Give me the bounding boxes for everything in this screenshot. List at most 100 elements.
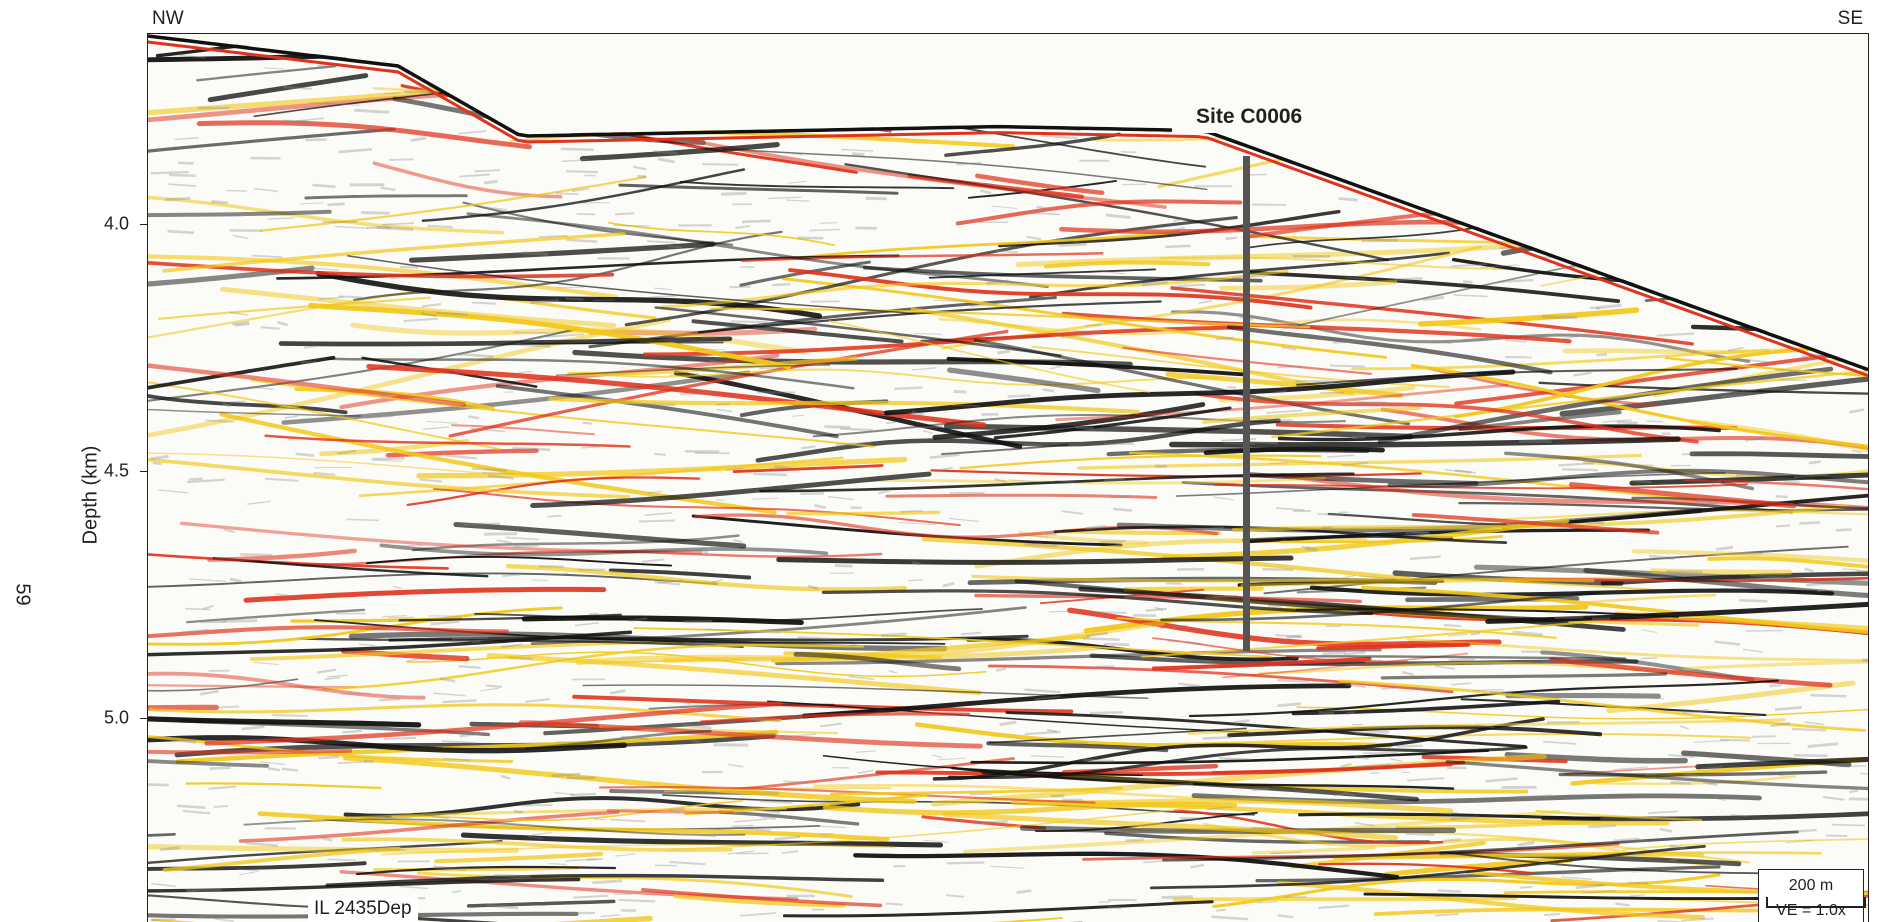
seismic-noise: [852, 154, 865, 155]
seismic-reflector: [788, 512, 939, 513]
seismic-noise: [1103, 272, 1125, 274]
seismic-noise: [1126, 840, 1144, 841]
seismic-noise: [210, 768, 231, 769]
seismic-noise: [501, 776, 510, 779]
seismic-reflector: [209, 551, 354, 560]
seismic-noise: [1805, 722, 1824, 725]
seismic-noise: [1736, 474, 1774, 476]
seismic-noise: [458, 131, 486, 134]
seismic-noise: [792, 415, 804, 416]
seismic-noise: [1327, 455, 1354, 457]
seismic-noise: [328, 204, 345, 205]
seismic-noise: [1284, 897, 1306, 898]
seismic-noise: [1587, 523, 1604, 524]
seismic-reflection-image: [148, 34, 1868, 922]
seismic-noise: [442, 700, 476, 702]
seismic-reflector: [508, 566, 905, 589]
seismic-noise: [382, 616, 406, 617]
seismic-noise: [1683, 474, 1694, 475]
seismic-noise: [404, 92, 434, 93]
seismic-noise: [577, 214, 596, 215]
seismic-noise: [621, 539, 635, 540]
seismic-noise: [174, 138, 198, 140]
seismic-noise: [654, 454, 666, 455]
seismic-noise: [1449, 659, 1475, 660]
seismic-noise: [886, 904, 903, 905]
seismic-noise: [214, 806, 229, 807]
seismic-noise: [1025, 732, 1061, 734]
seismic-noise: [828, 497, 854, 500]
seismic-noise: [1630, 895, 1645, 896]
seismic-reflector: [148, 707, 216, 708]
seismic-noise: [509, 658, 533, 659]
seismic-noise: [1617, 422, 1638, 423]
seismic-noise: [1703, 782, 1724, 783]
seismic-noise: [740, 913, 776, 916]
seismic-noise: [1555, 617, 1584, 618]
seismic-noise: [1333, 341, 1365, 343]
seismic-noise: [1344, 652, 1365, 654]
seismic-noise: [1808, 744, 1839, 747]
seismic-noise: [1539, 863, 1556, 864]
seismic-noise: [1172, 784, 1193, 785]
seismic-noise: [189, 579, 226, 581]
seismic-noise: [169, 175, 196, 176]
seismic-noise: [1108, 907, 1121, 908]
seismic-noise: [497, 540, 512, 543]
seismic-noise: [680, 394, 709, 395]
seismic-noise: [240, 554, 272, 555]
seismic-noise: [338, 762, 368, 764]
seismic-noise: [1322, 653, 1345, 654]
seismic-noise: [923, 840, 948, 842]
seismic-noise: [400, 267, 418, 268]
seismic-noise: [423, 813, 460, 814]
seismic-noise: [359, 644, 375, 645]
seismic-noise: [1266, 410, 1302, 413]
seismic-noise: [393, 587, 401, 589]
seismic-noise: [551, 774, 580, 776]
seismic-noise: [296, 454, 314, 456]
seismic-noise: [573, 896, 608, 898]
seismic-noise: [297, 118, 325, 121]
seismic-noise: [858, 770, 874, 773]
seismic-noise: [484, 181, 497, 183]
seismic-noise: [1843, 569, 1860, 570]
seismic-noise: [614, 225, 650, 226]
seismic-noise: [1395, 278, 1423, 280]
seismic-noise: [566, 171, 598, 172]
seismic-noise: [151, 456, 169, 459]
seismic-noise: [1806, 583, 1834, 585]
seismic-noise: [1796, 830, 1817, 832]
seismic-noise: [930, 455, 960, 458]
seismic-noise: [1257, 902, 1278, 903]
seismic-noise: [753, 474, 787, 475]
seismic-noise: [261, 327, 280, 328]
seismic-noise: [1183, 767, 1212, 768]
seismic-noise: [1263, 569, 1294, 570]
seismic-noise: [346, 519, 379, 520]
page-number: 59: [11, 583, 34, 607]
seismic-noise: [277, 322, 287, 325]
seismic-noise: [1027, 237, 1042, 240]
seismic-noise: [254, 189, 278, 192]
seismic-noise: [178, 163, 194, 164]
y-tick-label-4-0: 4.0: [104, 214, 129, 235]
seismic-noise: [610, 691, 625, 694]
seismic-noise: [484, 534, 517, 535]
seismic-noise: [908, 427, 943, 428]
seismic-noise: [245, 843, 278, 846]
seismic-noise: [1731, 554, 1762, 555]
seismic-noise: [420, 480, 443, 482]
seismic-noise: [1017, 891, 1032, 893]
seismic-noise: [517, 371, 532, 373]
y-tick-label-4-5: 4.5: [104, 461, 129, 482]
seismic-reflector: [804, 686, 1349, 716]
seismic-noise: [997, 251, 1018, 252]
seismic-noise: [1397, 746, 1423, 747]
seismic-noise: [513, 448, 551, 450]
seismic-noise: [840, 429, 873, 431]
seismic-noise: [1451, 683, 1471, 685]
seismic-noise: [208, 787, 236, 789]
seismic-noise: [1810, 695, 1846, 696]
seismic-noise: [866, 198, 887, 199]
